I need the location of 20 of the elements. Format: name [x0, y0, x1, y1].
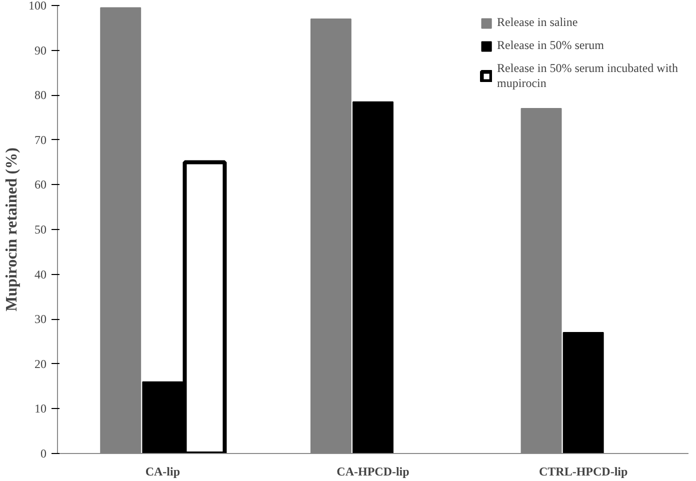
- legend-label: Release in 50% serum: [497, 38, 604, 53]
- y-tick-label: 100: [28, 0, 46, 12]
- bar: [352, 101, 394, 454]
- y-tick-label: 70: [34, 132, 46, 147]
- x-tick-label: CA-HPCD-lip: [336, 464, 410, 478]
- legend-label: Release in 50% serum incubated with mupirocin: [497, 61, 678, 91]
- y-tick-label: 80: [34, 88, 46, 102]
- y-tick-label: 90: [34, 43, 46, 58]
- y-tick-label: 30: [34, 312, 46, 326]
- x-tick-label: CA-lip: [145, 464, 180, 478]
- y-tick-label: 10: [34, 402, 46, 416]
- y-tick-label: 60: [34, 178, 46, 192]
- y-tick-label: 20: [34, 356, 46, 371]
- legend-label: Release in saline: [497, 15, 578, 30]
- bar: [562, 332, 604, 454]
- y-tick-label: 0: [40, 446, 46, 460]
- x-tick-label: CTRL-HPCD-lip: [539, 464, 628, 478]
- y-axis-title: Mupirocin retained (%): [4, 148, 20, 312]
- y-tick-label: 40: [34, 267, 46, 282]
- y-tick-label: 50: [34, 222, 46, 236]
